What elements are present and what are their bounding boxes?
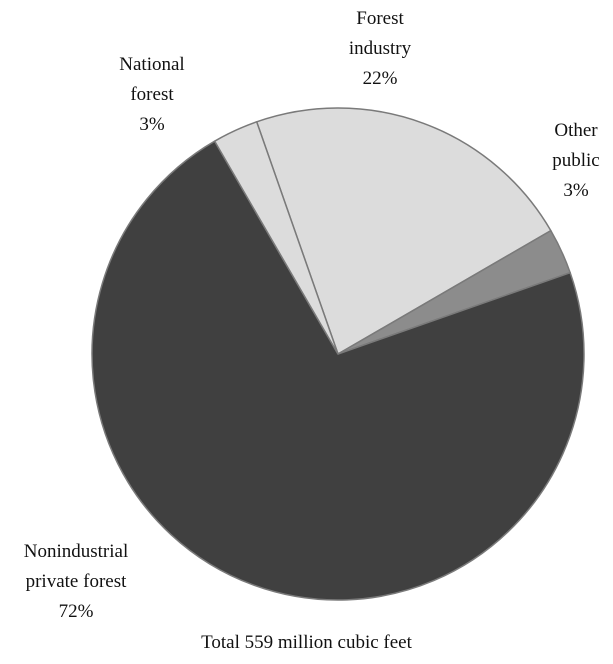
label-other-public-line-1: Other (554, 120, 598, 141)
label-nonindustrial-line-2: private forest (25, 571, 127, 592)
label-forest-industry-line-1: Forest (356, 8, 404, 29)
pie-slice-forest-industry (255, 107, 552, 355)
label-forest-industry: Forest industry 22% (330, 4, 430, 94)
chart-caption: Total 559 million cubic feet (201, 632, 412, 653)
label-other-public-line-2: public (552, 150, 600, 171)
label-national-forest: National forest 3% (100, 50, 204, 140)
label-other-public-value: 3% (563, 180, 589, 201)
label-other-public: Other public 3% (540, 116, 612, 206)
label-nonindustrial-private-forest: Nonindustrial private forest 72% (2, 537, 150, 627)
pie-slice-nonindustrial-private-forest (91, 140, 585, 601)
label-national-forest-value: 3% (139, 114, 165, 135)
label-forest-industry-line-2: industry (348, 38, 412, 59)
label-national-forest-line-1: National (119, 54, 185, 75)
label-nonindustrial-value: 72% (58, 601, 94, 622)
label-forest-industry-value: 22% (362, 68, 398, 89)
label-national-forest-line-2: forest (130, 84, 174, 105)
pie-slice-national-forest (213, 121, 339, 355)
label-nonindustrial-line-1: Nonindustrial (23, 541, 129, 562)
